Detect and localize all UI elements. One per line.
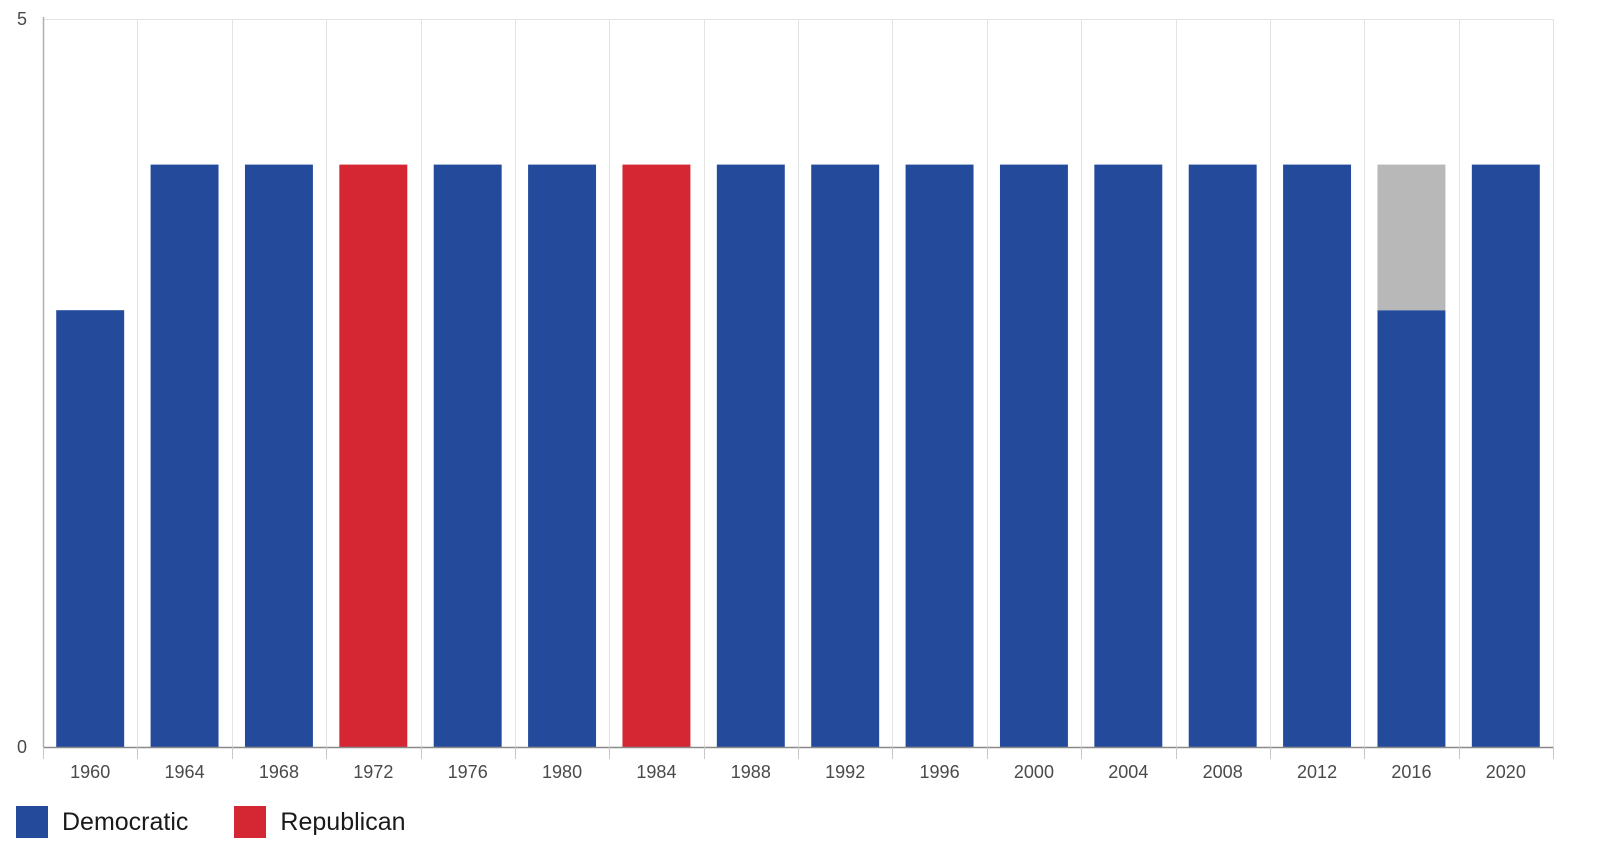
bar-2020-democratic xyxy=(1471,164,1540,748)
bar-1968-democratic xyxy=(244,164,313,748)
x-tick-label-1980: 1980 xyxy=(542,762,582,782)
legend: Democratic Republican xyxy=(16,806,406,838)
grid-layer xyxy=(43,19,1554,747)
bar-chart: 1960 1964 1968 1972 1976 1980 1984 1988 1992 1996… xyxy=(17,9,1554,782)
y-tick-label-0: 0 xyxy=(17,737,27,757)
legend-item-democratic[interactable]: Democratic xyxy=(16,806,188,838)
bar-2016-democratic xyxy=(1377,310,1446,747)
bar-1988-democratic xyxy=(716,164,785,748)
x-tick-label-1996: 1996 xyxy=(920,762,960,782)
x-tick-label-1964: 1964 xyxy=(165,762,205,782)
bar-1964-democratic xyxy=(150,164,219,748)
x-tick-label-1992: 1992 xyxy=(825,762,865,782)
legend-label-republican: Republican xyxy=(280,807,406,836)
x-tick-label-2020: 2020 xyxy=(1486,762,1526,782)
x-tick-label-2016: 2016 xyxy=(1391,762,1431,782)
legend-swatch-democratic xyxy=(16,806,48,838)
x-tick-label-1988: 1988 xyxy=(731,762,771,782)
bars-layer xyxy=(56,164,1540,748)
bar-1972-republican xyxy=(339,164,408,748)
bar-1984-republican xyxy=(622,164,691,748)
legend-swatch-republican xyxy=(234,806,267,838)
bar-2012-democratic xyxy=(1283,164,1352,748)
x-tick-label-2008: 2008 xyxy=(1203,762,1243,782)
x-tick-label-1960: 1960 xyxy=(70,762,110,782)
bar-1992-democratic xyxy=(811,164,880,748)
legend-item-republican[interactable]: Republican xyxy=(234,806,406,838)
bar-2016-series-2 xyxy=(1377,164,1446,311)
bar-2008-democratic xyxy=(1188,164,1257,748)
x-tick-label-1972: 1972 xyxy=(353,762,393,782)
bar-1980-democratic xyxy=(528,164,597,748)
x-tick-label-2012: 2012 xyxy=(1297,762,1337,782)
legend-label-democratic: Democratic xyxy=(62,807,189,836)
y-tick-label-5: 5 xyxy=(17,9,27,29)
x-tick-label-2000: 2000 xyxy=(1014,762,1054,782)
bar-1960-democratic xyxy=(56,310,125,747)
x-tick-label-1976: 1976 xyxy=(448,762,488,782)
x-tick-label-1968: 1968 xyxy=(259,762,299,782)
x-tick-label-2004: 2004 xyxy=(1108,762,1148,782)
bar-2000-democratic xyxy=(999,164,1068,748)
axis-layer: 1960 1964 1968 1972 1976 1980 1984 1988 1992 1996… xyxy=(17,9,1554,782)
x-tick-label-1984: 1984 xyxy=(636,762,676,782)
bar-2004-democratic xyxy=(1094,164,1163,748)
bar-1976-democratic xyxy=(433,164,502,748)
bar-1996-democratic xyxy=(905,164,974,748)
